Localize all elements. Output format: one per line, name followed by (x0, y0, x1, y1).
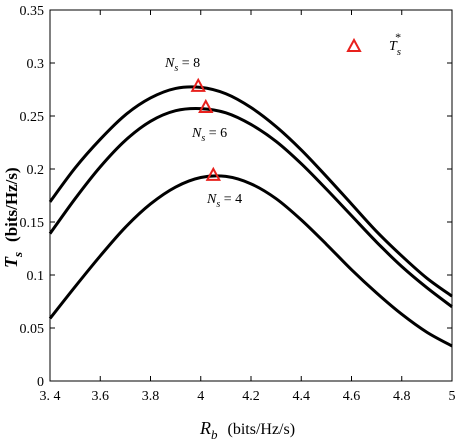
x-tick-label: 5 (449, 389, 456, 404)
series-lines (48, 85, 453, 348)
plot-area (49, 9, 453, 382)
y-tick-label: 0.15 (20, 216, 45, 231)
y-axis: 0 0.05 0.1 0.15 0.2 0.25 0.3 0.35 (20, 4, 452, 390)
optimal-marker-1 (198, 98, 214, 114)
x-tick-label: 4.8 (393, 389, 411, 404)
x-axis-label: Rb (bits/Hz/s) (199, 418, 295, 442)
y-axis-label: Ts(bits/Hz/s) (1, 167, 25, 268)
series-label-ns8: Ns = 8 (164, 56, 200, 74)
series-line-0 (48, 85, 453, 298)
optimal-marker-0 (190, 77, 206, 92)
series-label-ns4: Ns = 4 (206, 192, 242, 210)
y-tick-label: 0.25 (20, 110, 45, 125)
x-tick-label: 3.8 (142, 389, 160, 404)
legend-triangle-icon (346, 37, 362, 52)
x-tick-label: 4.4 (293, 389, 311, 404)
x-tick-label: 3.6 (92, 389, 110, 404)
legend-label: Ts* (389, 30, 401, 58)
x-tick-label: 3. 4 (40, 389, 61, 404)
optimal-markers (190, 77, 221, 181)
series-line-1 (48, 106, 453, 308)
x-axis: 3. 4 3.6 3.8 4 4.2 4.4 4.6 4.8 5 (40, 10, 456, 404)
legend: Ts* (346, 30, 401, 58)
y-tick-label: 0.35 (20, 4, 45, 19)
x-tick-label: 4 (197, 389, 204, 404)
y-tick-label: 0.3 (27, 57, 45, 72)
y-tick-label: 0.1 (27, 269, 45, 284)
x-tick-label: 4.6 (343, 389, 361, 404)
y-tick-label: 0.2 (27, 163, 45, 178)
y-tick-label: 0 (37, 375, 44, 390)
x-tick-label: 4.2 (242, 389, 260, 404)
series-label-ns6: Ns = 6 (191, 126, 227, 144)
y-tick-label: 0.05 (20, 322, 45, 337)
optimal-marker-2 (205, 166, 221, 181)
series-line-2 (48, 174, 453, 348)
